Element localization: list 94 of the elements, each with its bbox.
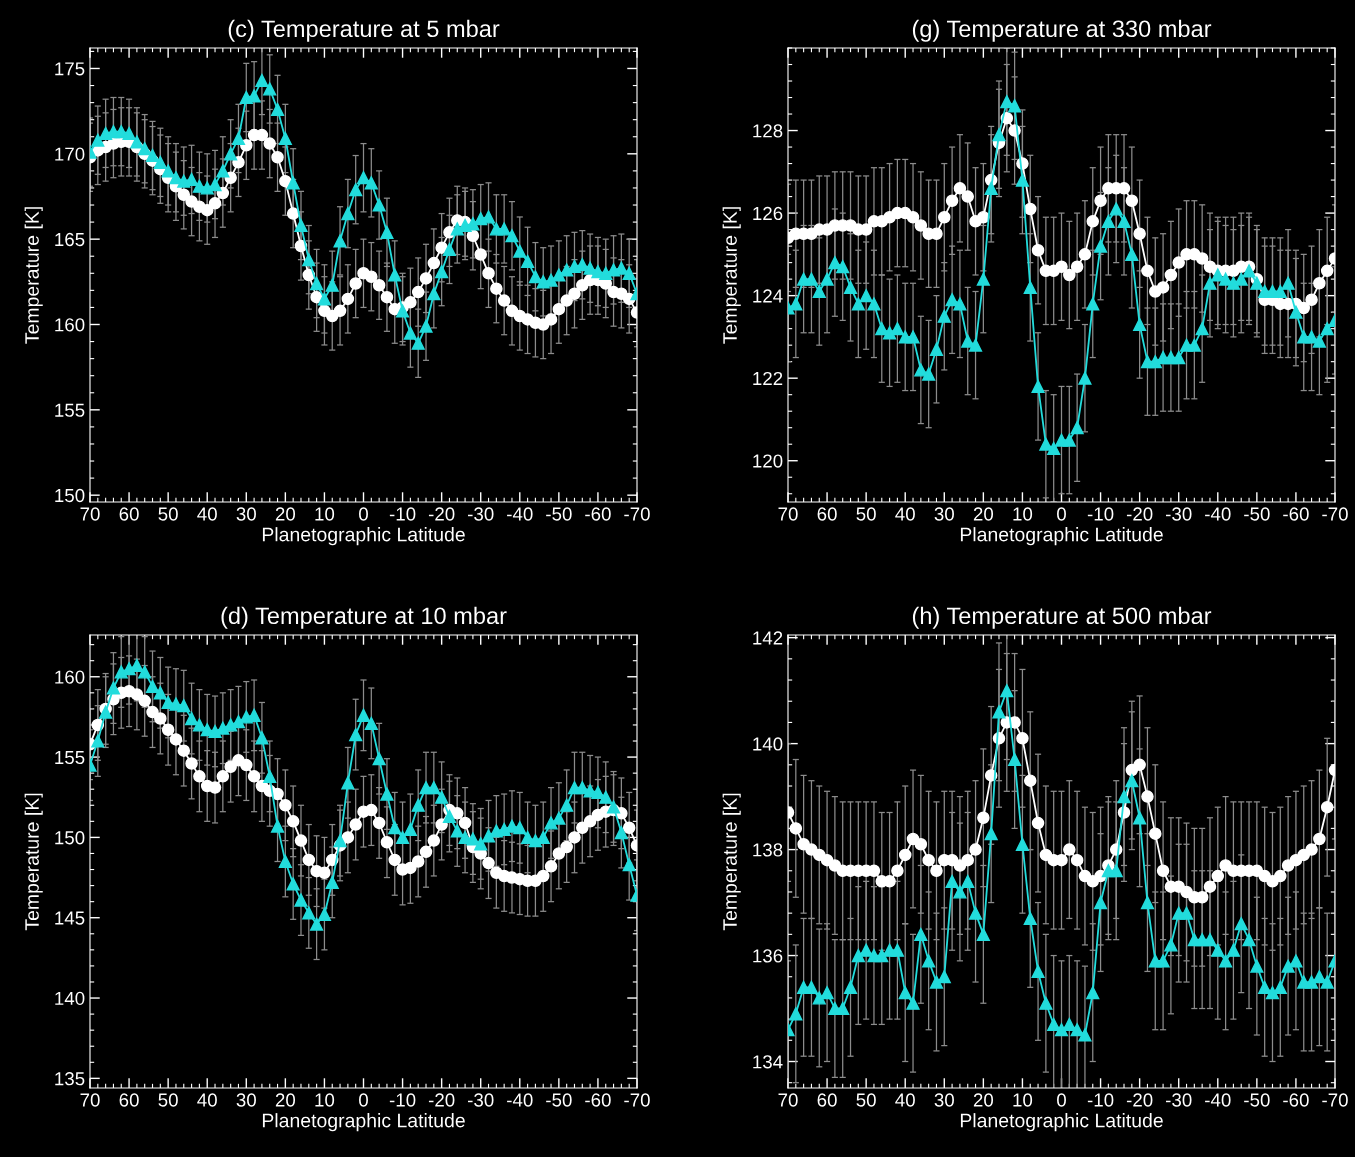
x-tick-label: 40 — [895, 1093, 915, 1107]
x-tick-label: 40 — [197, 507, 217, 521]
x-tick-label: 40 — [895, 507, 915, 521]
x-tick-label: -20 — [1126, 1093, 1153, 1107]
x-tick-label: -50 — [546, 1093, 572, 1107]
x-tick-label: -30 — [468, 1093, 494, 1107]
y-tick-label: 134 — [753, 1055, 783, 1069]
x-tick-label: 40 — [197, 1093, 217, 1107]
x-tick-label: 30 — [934, 507, 954, 521]
x-tick-label: -40 — [1205, 507, 1231, 521]
x-axis-title: Planetographic Latitude — [960, 1113, 1163, 1132]
chart-title: (h) Temperature at 500 mbar — [912, 606, 1212, 629]
x-tick-label: 50 — [158, 507, 178, 521]
x-tick-label: 60 — [817, 1093, 837, 1107]
x-tick-label: 60 — [119, 1093, 139, 1107]
y-axis-title: Temperature [K] — [24, 207, 43, 344]
x-tick-label: -10 — [389, 1093, 416, 1107]
y-tick-label: 120 — [753, 454, 783, 468]
x-tick-label: 30 — [236, 1093, 256, 1107]
x-tick-label: -60 — [585, 507, 611, 521]
x-tick-label: -20 — [1126, 507, 1153, 521]
x-tick-label: -70 — [1322, 507, 1348, 521]
x-tick-label: -50 — [1244, 1093, 1270, 1107]
x-tick-label: 50 — [158, 1093, 178, 1107]
x-tick-label: -70 — [624, 507, 650, 521]
x-tick-label: 0 — [1057, 507, 1066, 521]
x-tick-label: -30 — [1166, 1093, 1192, 1107]
y-tick-label: 150 — [55, 488, 85, 503]
x-tick-label: 20 — [275, 1093, 296, 1107]
x-tick-label: -40 — [507, 1093, 533, 1107]
x-tick-label: 50 — [856, 507, 876, 521]
y-tick-label: 155 — [55, 750, 85, 765]
x-tick-label: 70 — [80, 1093, 100, 1107]
x-tick-label: 0 — [359, 1093, 368, 1107]
x-tick-label: -50 — [546, 507, 572, 521]
x-tick-label: -30 — [1166, 507, 1192, 521]
x-tick-label: 10 — [1013, 1093, 1033, 1107]
x-tick-label: -10 — [1087, 1093, 1114, 1107]
y-tick-label: 175 — [55, 62, 85, 76]
x-tick-label: -40 — [1205, 1093, 1231, 1107]
y-axis-title: Temperature [K] — [722, 793, 741, 931]
y-tick-label: 138 — [753, 843, 783, 857]
x-tick-label: -20 — [428, 1093, 455, 1107]
chart-title: (c) Temperature at 5 mbar — [228, 19, 500, 42]
x-tick-label: 10 — [315, 507, 335, 521]
y-tick-label: 145 — [55, 911, 85, 925]
y-tick-label: 124 — [753, 289, 783, 303]
x-tick-label: 50 — [856, 1093, 876, 1107]
x-tick-label: 20 — [275, 507, 296, 521]
y-tick-label: 170 — [55, 147, 85, 161]
y-tick-label: 165 — [55, 232, 85, 247]
x-tick-label: 70 — [80, 507, 100, 521]
y-tick-label: 160 — [55, 670, 85, 684]
y-axis-title: Temperature [K] — [722, 207, 741, 344]
y-axis-title: Temperature [K] — [24, 793, 43, 931]
x-tick-label: 10 — [315, 1093, 335, 1107]
x-tick-label: 70 — [778, 507, 798, 521]
x-tick-label: -30 — [468, 507, 494, 521]
x-tick-label: -70 — [624, 1093, 650, 1107]
x-tick-label: -10 — [1087, 507, 1114, 521]
x-tick-label: -50 — [1244, 507, 1270, 521]
y-tick-label: 160 — [55, 318, 85, 332]
x-tick-label: 30 — [236, 507, 256, 521]
y-tick-label: 140 — [753, 737, 783, 751]
x-tick-label: -10 — [389, 507, 416, 521]
x-axis-title: Planetographic Latitude — [262, 527, 465, 546]
x-tick-label: -40 — [507, 507, 533, 521]
x-tick-label: -20 — [428, 507, 455, 521]
x-tick-label: 10 — [1013, 507, 1033, 521]
y-tick-label: 142 — [753, 631, 783, 645]
y-tick-label: 136 — [753, 949, 783, 963]
x-tick-label: 20 — [973, 507, 994, 521]
y-tick-label: 135 — [55, 1072, 85, 1086]
x-tick-label: -60 — [585, 1093, 611, 1107]
x-axis-title: Planetographic Latitude — [960, 527, 1163, 546]
x-tick-label: 60 — [119, 507, 139, 521]
y-tick-label: 126 — [753, 206, 783, 221]
x-tick-label: 70 — [778, 1093, 798, 1107]
x-tick-label: 0 — [359, 507, 368, 521]
x-tick-label: 0 — [1057, 1093, 1066, 1107]
x-tick-label: 30 — [934, 1093, 954, 1107]
x-tick-label: 60 — [817, 507, 837, 521]
chart-title: (d) Temperature at 10 mbar — [221, 606, 507, 629]
y-tick-label: 140 — [55, 991, 85, 1006]
y-tick-label: 128 — [753, 124, 783, 138]
x-tick-label: -60 — [1283, 1093, 1309, 1107]
y-tick-label: 150 — [55, 831, 85, 845]
x-tick-label: 20 — [973, 1093, 994, 1107]
y-tick-label: 155 — [55, 403, 85, 417]
chart-title: (g) Temperature at 330 mbar — [912, 19, 1212, 42]
x-axis-title: Planetographic Latitude — [262, 1113, 465, 1132]
x-tick-label: -60 — [1283, 507, 1309, 521]
x-tick-label: -70 — [1322, 1093, 1348, 1107]
y-tick-label: 122 — [753, 371, 783, 385]
